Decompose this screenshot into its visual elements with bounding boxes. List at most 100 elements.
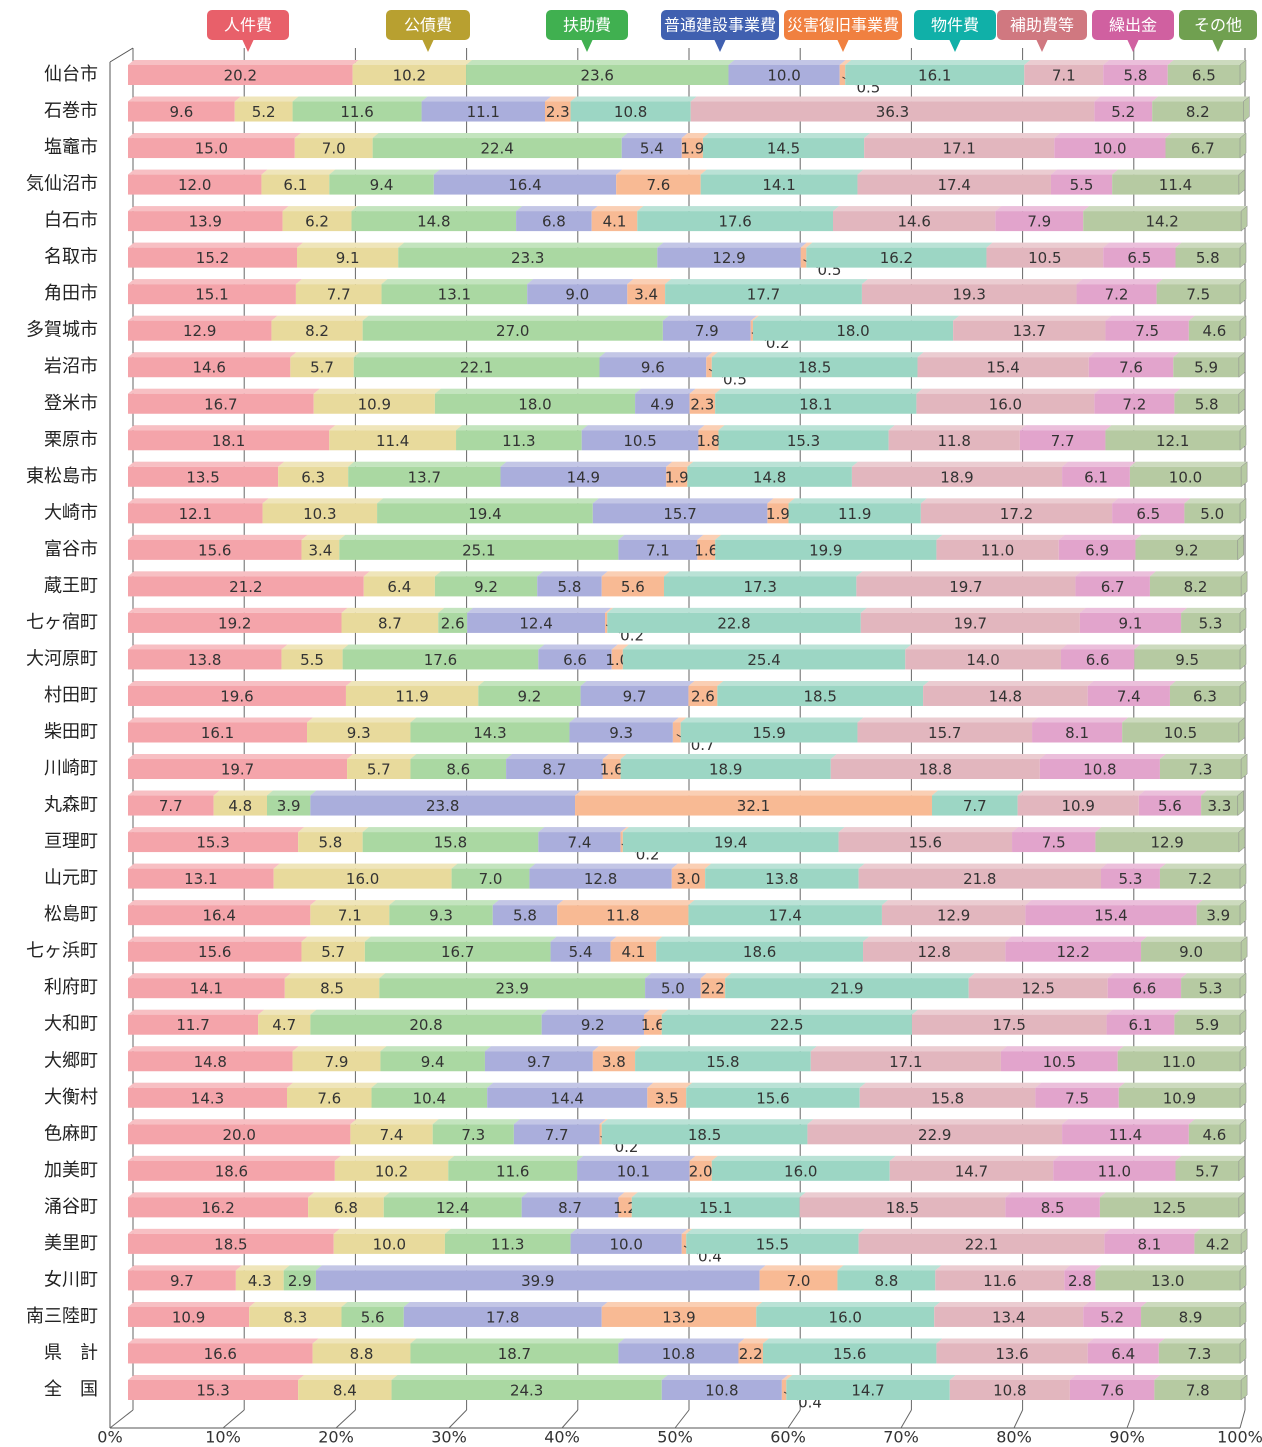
legend-label: その他 <box>1194 16 1242 35</box>
value-label: 15.6 <box>198 943 231 961</box>
bar-top-shade <box>1095 1265 1246 1271</box>
bar <box>643 1014 662 1035</box>
bar-top-shade <box>861 279 1083 285</box>
category-label: 名取市 <box>44 247 98 268</box>
bar-top-shade <box>128 754 354 760</box>
value-label: 27.0 <box>496 322 529 340</box>
value-label: 13.7 <box>1013 322 1046 340</box>
bar-top-shade <box>516 206 598 212</box>
bar-top-shade <box>1101 863 1166 869</box>
bar <box>128 978 285 999</box>
value-label: 15.7 <box>928 724 961 742</box>
bar-top-shade <box>487 1082 654 1088</box>
bar-top-shade <box>738 1338 769 1344</box>
bar <box>350 1124 433 1145</box>
bar-top-shade <box>856 571 1082 577</box>
value-label: 22.1 <box>460 359 493 377</box>
bar-top-shade <box>363 571 441 577</box>
category-label: 仙台市 <box>44 64 98 85</box>
x-tick-label: 70% <box>883 1428 919 1447</box>
category-label: 大和町 <box>44 1014 98 1035</box>
grid-line <box>448 1409 467 1429</box>
bar-top-shade <box>339 534 625 540</box>
bar <box>621 138 682 159</box>
bar <box>301 941 365 962</box>
value-label: 9.2 <box>518 687 542 705</box>
bar-end <box>1239 1009 1247 1036</box>
bar <box>934 1306 1084 1327</box>
bar <box>917 357 1089 378</box>
bar <box>128 1306 250 1327</box>
bar-top-shade <box>249 1301 348 1307</box>
bar-top <box>839 60 852 65</box>
bar <box>432 1124 514 1145</box>
bar-top-shade <box>1083 1301 1148 1307</box>
value-label: 11.6 <box>340 103 373 121</box>
value-label: 6.2 <box>305 213 329 231</box>
bar-top <box>752 315 960 321</box>
value-label: 5.6 <box>621 578 645 596</box>
bar-top <box>444 1228 577 1234</box>
bar <box>128 284 296 305</box>
bar-end <box>1238 716 1246 744</box>
bar-top <box>128 1228 340 1234</box>
value-label: 10.5 <box>1028 249 1061 267</box>
category-label: 川崎町 <box>44 758 98 779</box>
category-label: 白石市 <box>44 210 98 231</box>
bar-top <box>550 936 617 942</box>
value-label: 1.2 <box>613 1199 637 1217</box>
value-label: 16.2 <box>201 1199 234 1217</box>
bar-end <box>1238 1191 1246 1218</box>
bar <box>750 320 753 341</box>
bar-top-shade <box>1141 936 1248 942</box>
bar-top-shade <box>1184 498 1246 504</box>
bar-top <box>698 425 725 431</box>
value-label: 21.8 <box>963 870 996 888</box>
bar-top <box>1103 60 1174 65</box>
bar <box>128 685 346 706</box>
bar-end <box>1238 388 1246 415</box>
bar-top <box>1095 827 1245 833</box>
bar-top-shade <box>591 206 644 212</box>
bar <box>637 211 834 232</box>
bar-top-shade <box>283 1265 322 1271</box>
bar <box>301 539 340 560</box>
value-label: 12.9 <box>1150 834 1183 852</box>
bar <box>715 539 937 560</box>
bar-top <box>923 680 1094 686</box>
bar-top-shade <box>622 644 912 650</box>
legend-pointer <box>581 39 593 52</box>
bar-top-shade <box>1024 60 1110 65</box>
bar-top-shade <box>351 206 523 212</box>
bar <box>837 1270 936 1291</box>
value-label: 3.9 <box>277 797 301 815</box>
bar-top <box>298 1375 398 1380</box>
bar <box>1149 576 1242 597</box>
bar-top-shade <box>128 242 304 248</box>
value-label: 16.0 <box>829 1308 862 1326</box>
legend-label: 普通建設事業費 <box>664 16 776 35</box>
bar-top <box>506 754 609 760</box>
value-label: 5.0 <box>1200 505 1224 523</box>
bar <box>258 1014 311 1035</box>
bar-top <box>521 1192 625 1198</box>
bar-top <box>705 863 865 869</box>
bar-top <box>601 1119 814 1125</box>
bar-top <box>711 1155 896 1161</box>
bar-top <box>310 790 582 796</box>
bar <box>1095 1270 1240 1291</box>
bar <box>128 211 283 232</box>
bar <box>781 1380 787 1400</box>
bar-top-shade <box>935 1265 1071 1271</box>
category-label: 大崎市 <box>44 502 98 523</box>
value-label: 6.8 <box>542 213 566 231</box>
bar-top <box>334 1155 455 1161</box>
bar-top-shade <box>315 1265 766 1271</box>
bar-top-shade <box>282 206 358 212</box>
bar <box>398 247 658 268</box>
bar <box>278 466 349 487</box>
bar <box>936 539 1059 560</box>
bar <box>329 174 434 195</box>
bar-top-shade <box>762 1338 943 1344</box>
bar-top-shade <box>1173 352 1245 358</box>
